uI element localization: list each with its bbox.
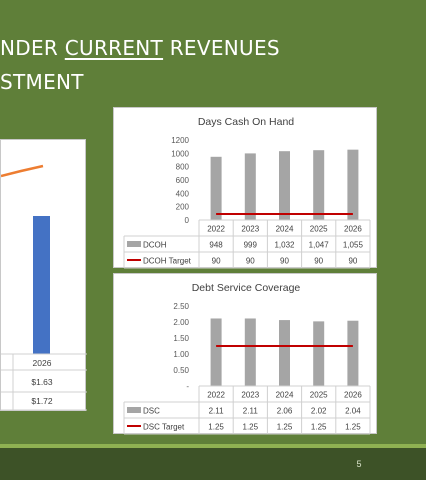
dcoh-legend-bar-swatch [127,241,141,247]
partial-trend-line [1,164,44,178]
dcoh-bar-value-label: 1,047 [309,241,330,250]
page-number: 5 [356,459,362,469]
dsc-target-value-label: 1.25 [311,423,327,432]
dsc-bar-2025 [313,321,325,386]
dsc-y-tick-label: - [186,382,189,391]
dsc-bar-value-label: 2.06 [277,407,293,416]
dcoh-bar-2024 [279,151,290,220]
dsc-y-tick-label: 0.50 [173,366,189,375]
dcoh-y-tick-label: 1200 [171,136,189,145]
dcoh-y-tick-label: 600 [176,176,190,185]
dcoh-bar-value-label: 1,032 [274,241,295,250]
dsc-category-label: 2025 [310,391,328,400]
debt-service-coverage-chart: Debt Service Coverage - 0.50 1.00 1.50 2.00 2.… [113,273,377,435]
dcoh-y-tick-label: 200 [176,203,190,212]
dcoh-bar-value-label: 948 [209,241,223,250]
dcoh-y-tick-label: 800 [176,163,190,172]
dcoh-chart-title: Days Cash On Hand [198,116,294,128]
dcoh-bar-2026 [347,149,359,220]
dcoh-target-value-label: 90 [280,257,289,266]
dsc-bar-value-label: 2.11 [243,407,259,416]
dcoh-target-value-label: 90 [212,257,221,266]
dsc-category-label: 2023 [241,391,259,400]
dsc-bar-2023 [244,318,256,386]
dsc-bar-value-label: 2.02 [311,407,327,416]
dsc-category-label: 2022 [207,391,225,400]
dsc-target-value-label: 1.25 [243,423,259,432]
dcoh-category-label: 2025 [310,225,328,234]
partial-revenue-chart: 2026 $1.63 $1.72 [0,139,87,411]
days-cash-on-hand-chart: Days Cash On Hand 0 200 400 600 800 1000 1200 20… [113,107,377,269]
title-underlined-word: CURRENT [64,36,164,60]
footer-bar [0,448,426,480]
dsc-legend-bar-swatch [127,407,141,413]
dcoh-legend-line-name: DCOH Target [143,257,192,266]
partial-row-value: $1.72 [31,396,53,406]
dcoh-target-value-label: 90 [348,257,357,266]
dsc-target-value-label: 1.25 [277,423,293,432]
dcoh-y-tick-label: 1000 [171,149,189,158]
dsc-bar-2024 [279,320,290,386]
dsc-bar-value-label: 2.04 [345,407,361,416]
dcoh-category-label: 2022 [207,225,225,234]
dsc-chart-title: Debt Service Coverage [192,282,301,294]
dsc-bar-value-label: 2.11 [209,407,225,416]
footer-stripe [0,444,426,448]
dcoh-target-value-label: 90 [314,257,323,266]
dsc-y-tick-label: 1.50 [173,334,189,343]
dcoh-category-label: 2023 [241,225,259,234]
dcoh-bar-value-label: 999 [244,241,258,250]
dcoh-category-label: 2026 [344,225,362,234]
partial-bar-2026 [33,216,50,354]
partial-row-value: $1.63 [31,377,53,387]
dsc-legend-line-name: DSC Target [143,423,185,432]
dcoh-bar-2023 [244,153,256,220]
dsc-bar-2026 [347,320,359,386]
dcoh-category-label: 2024 [276,225,294,234]
dcoh-bar-2022 [210,156,222,220]
dsc-y-tick-label: 2.00 [173,318,189,327]
dsc-chart-svg: Debt Service Coverage - 0.50 1.00 1.50 2.00 2.… [123,282,371,435]
partial-chart-svg: 2026 $1.63 $1.72 [1,164,87,411]
dcoh-bar-value-label: 1,055 [343,241,364,250]
dsc-category-label: 2024 [276,391,294,400]
dcoh-bar-2025 [313,150,325,220]
dsc-category-label: 2026 [344,391,362,400]
dcoh-target-value-label: 90 [246,257,255,266]
dcoh-legend-bar-name: DCOH [143,241,167,250]
dcoh-y-tick-label: 0 [185,216,190,225]
dsc-bar-2022 [210,318,222,386]
dcoh-chart-svg: Days Cash On Hand 0 200 400 600 800 1000 1200 20… [123,116,371,269]
dsc-y-tick-label: 2.50 [173,302,189,311]
partial-category-label: 2026 [33,358,52,368]
dsc-target-value-label: 1.25 [208,423,224,432]
dsc-y-tick-label: 1.00 [173,350,189,359]
slide-title-line-2: STMENT [0,70,84,94]
slide-title-line-1: NDER CURRENT REVENUES [0,36,280,60]
title-prefix: NDER [0,36,65,60]
dcoh-y-tick-label: 400 [176,189,190,198]
dsc-legend-bar-name: DSC [143,407,160,416]
dsc-target-value-label: 1.25 [345,423,361,432]
title-suffix: REVENUES [163,36,280,60]
